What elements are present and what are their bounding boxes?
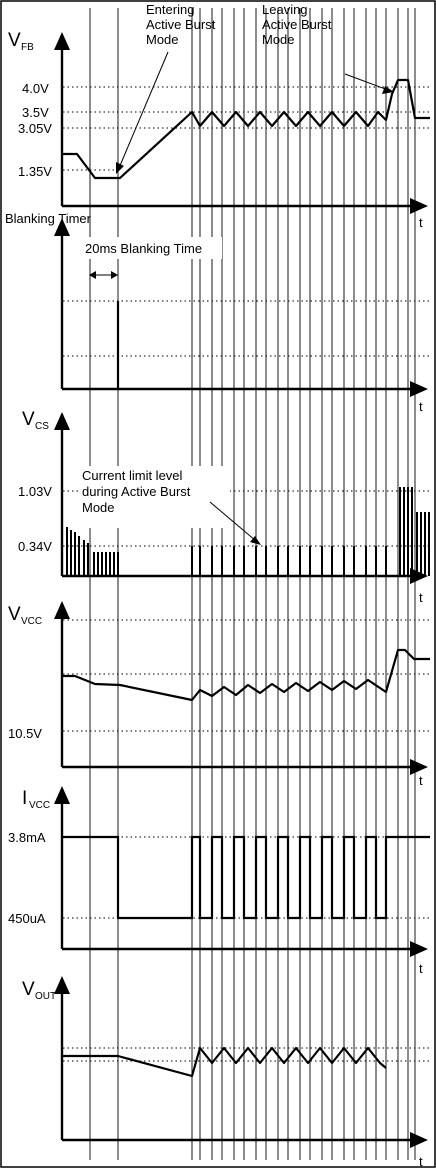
vvcc-time-label: t: [419, 773, 423, 788]
vcs-annotation-line2: during Active Burst: [82, 484, 191, 499]
x-axis-arrowhead: [410, 568, 428, 584]
vcs-annotation-bg: [80, 466, 230, 528]
vvcc-label-main: V: [8, 604, 21, 625]
vout-label-sub: OUT: [35, 991, 56, 1002]
blanking-time-label: t: [419, 399, 423, 414]
panel-vcs: V CS 1.03V 0.34V Current limit level dur…: [18, 409, 430, 605]
timing-guide-lines: [89, 8, 416, 1160]
blanking-dimension-right-arrow: [111, 271, 118, 279]
x-axis-arrowhead: [410, 1132, 428, 1148]
vfb-waveform: [62, 78, 430, 180]
vout-waveform: [62, 1046, 387, 1078]
x-axis-arrowhead: [410, 381, 428, 397]
vcs-annotation-line3: Mode: [82, 500, 115, 515]
vcs-pulses: [66, 487, 430, 576]
vfb-leaving-line3: Mode: [262, 32, 295, 47]
vcs-time-label: t: [419, 590, 423, 605]
blanking-annotation-bg: [82, 237, 222, 259]
ivcc-time-label: t: [419, 961, 423, 976]
vcs-annotation-pointer: [209, 501, 257, 542]
panel-ivcc: I VCC 3.8mA 450uA t: [8, 788, 430, 976]
y-axis-arrowhead: [54, 601, 70, 619]
vfb-label-sub: FB: [21, 42, 34, 53]
ivcc-label-sub: VCC: [29, 800, 50, 811]
vfb-leaving-line1: Leaving: [262, 2, 308, 17]
vcs-tick-0-34v: 0.34V: [18, 539, 52, 554]
ivcc-label-main: I: [22, 788, 27, 809]
vfb-leaving-arrowhead: [382, 86, 394, 94]
vcs-label-main: V: [22, 409, 35, 430]
vcs-annotation-arrowhead: [250, 536, 261, 545]
x-axis-arrowhead: [410, 759, 428, 775]
vfb-entering-line1: Entering: [146, 2, 194, 17]
vcs-tick-1-03v: 1.03V: [18, 484, 52, 499]
vfb-tick-3-05v: 3.05V: [18, 121, 52, 136]
y-axis-arrowhead: [54, 786, 70, 804]
y-axis-arrowhead: [54, 976, 70, 994]
panel-vout: V OUT t: [22, 979, 423, 1168]
x-axis-arrowhead: [410, 941, 428, 957]
vfb-entering-line2: Active Burst: [146, 17, 216, 32]
vfb-entering-arrowhead: [116, 162, 124, 174]
vcs-label-sub: CS: [35, 421, 49, 432]
blanking-label: Blanking Timer: [5, 211, 92, 226]
vfb-tick-1-35v: 1.35V: [18, 164, 52, 179]
vcs-annotation-line1: Current limit level: [82, 468, 183, 483]
blanking-dimension-left-arrow: [89, 271, 96, 279]
level-lines: [63, 86, 430, 1062]
vfb-entering-pointer: [118, 51, 169, 169]
y-axis-arrowhead: [54, 32, 70, 50]
blanking-annotation: 20ms Blanking Time: [85, 241, 202, 256]
vout-time-label: t: [419, 1154, 423, 1168]
ivcc-tick-450ua: 450uA: [8, 911, 46, 926]
vvcc-label-sub: VCC: [21, 616, 42, 627]
panel-vfb: V FB 4.0V 3.5V 3.05V 1.35V t Entering Ac…: [8, 2, 430, 230]
x-axis-arrowhead: [410, 198, 428, 214]
vfb-time-label: t: [419, 215, 423, 230]
vfb-tick-3-5v: 3.5V: [22, 105, 49, 120]
panel-vvcc: V VCC 10.5V t: [8, 604, 430, 788]
y-axis-arrowhead: [54, 412, 70, 430]
vfb-entering-line3: Mode: [146, 32, 179, 47]
vfb-leaving-pointer: [344, 73, 389, 91]
ivcc-tick-3-8ma: 3.8mA: [8, 830, 46, 845]
vfb-tick-4v: 4.0V: [22, 81, 49, 96]
vvcc-tick-10-5v: 10.5V: [8, 726, 42, 741]
panel-blanking: Blanking Timer 20ms Blanking Time t: [5, 211, 423, 414]
y-axis-arrowhead: [54, 218, 70, 236]
ivcc-waveform: [62, 835, 430, 920]
vfb-label-main: V: [8, 30, 21, 51]
axes: [54, 32, 428, 1148]
vfb-leaving-line2: Active Burst: [262, 17, 332, 32]
vvcc-waveform: [62, 648, 430, 702]
vout-label-main: V: [22, 979, 35, 1000]
